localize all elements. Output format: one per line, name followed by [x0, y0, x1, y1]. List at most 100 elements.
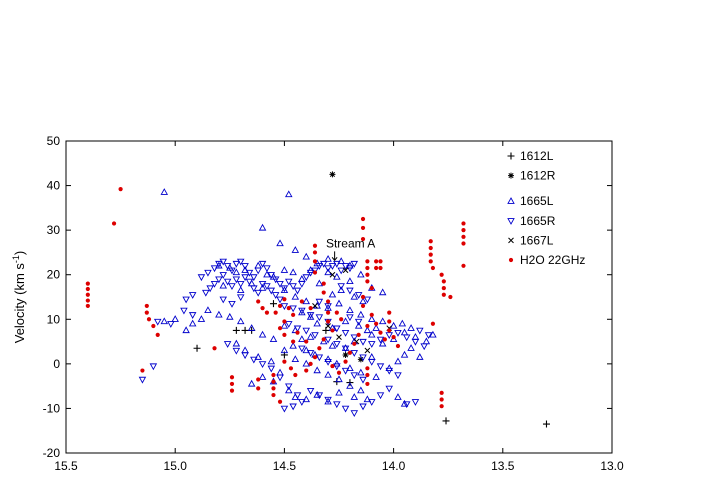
- data-point: [363, 326, 372, 334]
- data-point: [280, 266, 289, 273]
- data-point: [319, 260, 328, 268]
- data-point: [302, 346, 311, 354]
- data-point: [333, 325, 341, 333]
- annotation-arrow: [331, 251, 338, 262]
- data-point: [387, 328, 392, 333]
- data-point: [241, 346, 249, 354]
- y-tick-label: 0: [53, 357, 60, 371]
- legend-marker: [508, 257, 514, 263]
- data-point: [302, 297, 311, 305]
- data-point: [188, 292, 197, 299]
- data-point: [346, 306, 354, 314]
- data-point: [360, 225, 366, 231]
- x-axis: 15.5 15.0 14.5 14.0 13.5 13.0: [54, 141, 624, 473]
- data-point: [223, 278, 232, 286]
- data-point: [285, 386, 293, 394]
- data-point: [400, 350, 409, 358]
- data-point: [197, 274, 206, 282]
- data-point: [302, 252, 311, 260]
- data-point: [354, 321, 363, 329]
- legend-label: H2O 22GHz: [520, 253, 585, 267]
- data-point: [271, 372, 276, 378]
- y-tick-label: 30: [47, 223, 61, 237]
- data-point: [365, 372, 370, 378]
- data-point: [378, 339, 387, 347]
- data-point: [364, 347, 371, 354]
- data-point: [360, 303, 366, 309]
- data-point: [346, 382, 354, 389]
- data-point: [365, 366, 370, 371]
- y-axis-title: Velocity (km s-1): [11, 251, 27, 344]
- legend-label: 1665L: [520, 194, 554, 208]
- data-point: [350, 393, 359, 400]
- data-point: [367, 341, 376, 348]
- data-point: [335, 388, 343, 396]
- data-point: [439, 272, 444, 277]
- data-point: [228, 283, 236, 290]
- data-point: [236, 286, 245, 293]
- data-point: [267, 272, 276, 279]
- data-point: [328, 341, 337, 349]
- legend: 1612L 1612R 1665L 1665R 1667L H2O 22GHz: [507, 149, 585, 267]
- data-point: [258, 223, 267, 231]
- data-point: [315, 279, 324, 287]
- data-point: [428, 239, 433, 244]
- y-tick-label: 10: [47, 312, 61, 326]
- data-point: [315, 392, 324, 400]
- data-point: [306, 312, 315, 320]
- data-point: [219, 296, 228, 304]
- data-point: [146, 317, 152, 322]
- data-point: [188, 319, 197, 327]
- data-point: [280, 405, 289, 413]
- data-point: [291, 246, 300, 253]
- data-point: [263, 265, 271, 273]
- data-point: [360, 236, 366, 242]
- data-point: [329, 171, 336, 178]
- y-tick-label: -20: [43, 446, 61, 460]
- data-point: [291, 355, 300, 363]
- data-point: [306, 387, 315, 395]
- data-point: [293, 287, 302, 295]
- data-point: [350, 350, 359, 357]
- data-point: [241, 274, 249, 282]
- data-point: [367, 330, 376, 338]
- data-point: [285, 190, 293, 198]
- data-point: [411, 332, 420, 340]
- data-point: [439, 404, 444, 409]
- data-point: [306, 350, 315, 357]
- data-point: [229, 381, 235, 387]
- data-point: [315, 298, 324, 306]
- data-point: [299, 299, 304, 304]
- data-point: [321, 290, 326, 295]
- data-point: [263, 270, 271, 278]
- data-point: [363, 296, 372, 304]
- data-point: [448, 294, 453, 300]
- data-point: [260, 306, 265, 311]
- legend-entry: 1612L: [507, 149, 554, 163]
- data-point: [376, 363, 385, 371]
- data-point: [365, 265, 370, 271]
- data-point: [155, 332, 160, 337]
- x-tick-label: 15.5: [54, 459, 78, 473]
- data-point: [324, 370, 332, 378]
- legend-entry: 1612R: [508, 169, 556, 183]
- data-point: [441, 285, 446, 291]
- data-points: [85, 171, 550, 428]
- y-tick-label: 20: [47, 268, 61, 282]
- stream-a-annotation: Stream A: [326, 236, 375, 262]
- data-point: [378, 288, 387, 296]
- data-point: [385, 332, 393, 340]
- y-axis-title-superscript: -1: [11, 255, 21, 263]
- data-point: [461, 221, 466, 226]
- data-point: [315, 354, 324, 362]
- data-point: [280, 285, 289, 293]
- data-point: [317, 346, 322, 351]
- data-point: [335, 375, 343, 383]
- data-point: [306, 332, 315, 340]
- data-point: [367, 358, 376, 366]
- data-point: [271, 276, 280, 284]
- data-point: [350, 372, 359, 380]
- data-point: [269, 335, 278, 342]
- data-point: [232, 260, 241, 268]
- data-point: [298, 335, 306, 342]
